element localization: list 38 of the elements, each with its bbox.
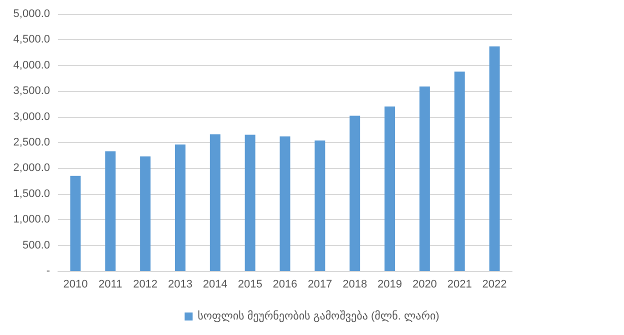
y-tick-label: - [46,265,50,277]
legend-label: სოფლის მეურნეობის გამოშვება (მლნ. ლარი) [198,310,440,322]
bar [350,116,360,271]
bar [489,46,500,271]
bar [70,176,81,271]
y-tick-label: 3,500.0 [13,85,50,98]
y-tick-label: 5,000.0 [13,8,50,20]
bar [105,151,116,271]
x-tick-label: 2020 [412,278,437,290]
y-tick-label: 4,000.0 [13,59,50,72]
bar [140,156,151,271]
bar [454,72,465,271]
x-tick-label: 2013 [168,278,192,290]
x-tick-label: 2012 [133,278,158,290]
x-tick-label: 2017 [308,278,332,290]
x-tick-label: 2021 [447,278,472,290]
x-tick-label: 2014 [202,278,228,290]
bar [210,134,220,271]
y-tick-label: 4,500.0 [13,34,50,46]
y-tick-label: 3,000.0 [13,110,50,123]
y-tick-label: 2,500.0 [13,136,50,148]
bar [314,140,326,271]
bar [419,86,430,271]
bar [174,144,186,271]
y-tick-label: 2,000.0 [13,162,50,174]
bar [384,106,396,271]
x-tick-label: 2011 [98,278,122,290]
bar [244,134,256,271]
x-tick-label: 2016 [272,278,298,290]
y-tick-label: 1,500.0 [13,188,50,200]
x-tick-label: 2022 [482,278,507,290]
x-tick-label: 2015 [238,278,262,290]
bar [280,136,290,271]
y-tick-label: 1,000.0 [13,214,50,226]
y-tick-label: 500.0 [22,239,50,252]
x-tick-label: 2018 [342,278,368,290]
x-tick-label: 2019 [378,278,402,290]
x-tick-label: 2010 [63,278,88,290]
